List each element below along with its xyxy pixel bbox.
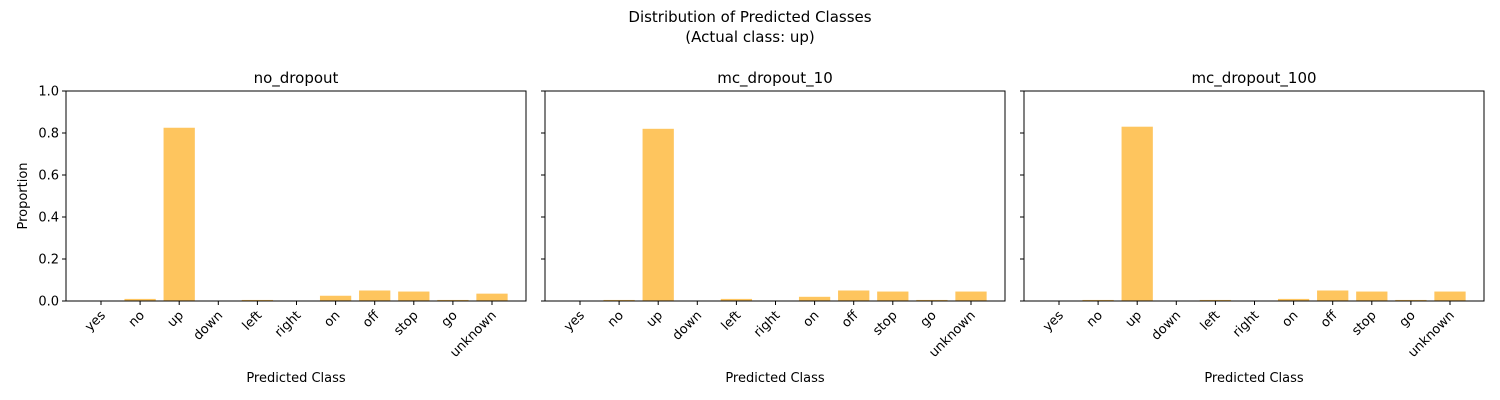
x-tick-label-off: off (1318, 307, 1341, 330)
subplot-title: mc_dropout_10 (717, 69, 833, 88)
subplot-no_dropout: no_dropout 0.0 0.2 0.4 0.6 0.8 1.0 Proportion ye… (16, 69, 527, 386)
x-tick-label-go: go (1397, 308, 1419, 330)
x-tick-label-off: off (839, 307, 862, 330)
bar-on (1277, 298, 1310, 301)
x-tick-label-no: no (126, 308, 148, 330)
bar-no (1082, 299, 1114, 301)
x-tick-label-on: on (321, 308, 343, 330)
x-tick-label-yes: yes (1040, 308, 1067, 335)
plot-frame (1023, 90, 1485, 302)
figure-title: Distribution of Predicted Classes (628, 8, 871, 26)
bar-off (359, 290, 391, 301)
bar-go (916, 299, 948, 301)
x-tick-label-right: right (1230, 308, 1262, 340)
x-tick-label-yes: yes (561, 308, 588, 335)
x-tick-label-up: up (1123, 308, 1145, 330)
bar-no (603, 299, 635, 301)
bar-left (720, 298, 753, 301)
x-tick-label-stop: stop (870, 308, 900, 338)
x-tick-label-right: right (751, 308, 783, 340)
y-tick-label: 0.0 (38, 295, 59, 310)
bar-stop (877, 291, 909, 301)
bar-off (838, 290, 870, 301)
x-tick-label-left: left (1198, 308, 1224, 334)
bar-up (642, 128, 674, 301)
bar-unknown (1434, 291, 1466, 301)
bar-up (163, 127, 195, 301)
bar-left (241, 299, 274, 301)
y-axis-label: Proportion (16, 162, 31, 229)
y-tick-label: 0.4 (38, 211, 59, 226)
y-tick-label: 1.0 (38, 85, 59, 100)
x-tick-label-stop: stop (1349, 308, 1379, 338)
x-tick-label-down: down (191, 308, 226, 343)
bar-stop (1356, 291, 1388, 301)
x-tick-label-down: down (1149, 308, 1184, 343)
subplot-title: mc_dropout_100 (1191, 69, 1316, 88)
bar-unknown (476, 293, 508, 301)
x-tick-label-no: no (605, 308, 627, 330)
x-axis-label: Predicted Class (246, 371, 346, 386)
y-tick-label: 0.2 (38, 253, 59, 268)
x-tick-label-yes: yes (82, 308, 109, 335)
subplot-panels: no_dropout 0.0 0.2 0.4 0.6 0.8 1.0 Proportion ye… (16, 69, 1485, 386)
y-tick-label: 0.6 (38, 169, 59, 184)
bar-go (1395, 299, 1427, 301)
bar-no (124, 298, 156, 301)
x-tick-label-no: no (1084, 308, 1106, 330)
subplot-title: no_dropout (254, 69, 339, 88)
bar-left (1199, 299, 1232, 301)
x-tick-label-off: off (360, 307, 383, 330)
x-tick-label-down: down (670, 308, 705, 343)
bar-go (437, 299, 469, 301)
x-tick-label-up: up (165, 308, 187, 330)
x-tick-label-left: left (240, 308, 266, 334)
x-tick-label-up: up (644, 308, 666, 330)
y-tick-label: 0.8 (38, 127, 59, 142)
bar-stop (398, 291, 430, 301)
x-tick-label-right: right (272, 308, 304, 340)
x-tick-label-on: on (800, 308, 822, 330)
bar-on (319, 295, 352, 301)
plot-frame (544, 90, 1006, 302)
x-tick-label-go: go (918, 308, 940, 330)
bar-off (1317, 290, 1349, 301)
bar-up (1121, 126, 1153, 301)
x-tick-label-on: on (1279, 308, 1301, 330)
x-axis-label: Predicted Class (1204, 371, 1304, 386)
bar-on (798, 296, 831, 301)
figure-subtitle: (Actual class: up) (685, 28, 815, 46)
x-tick-label-go: go (439, 308, 461, 330)
x-tick-label-stop: stop (391, 308, 421, 338)
x-axis-label: Predicted Class (725, 371, 825, 386)
bar-unknown (955, 291, 987, 301)
x-tick-label-left: left (719, 308, 745, 334)
plot-frame (65, 90, 527, 302)
